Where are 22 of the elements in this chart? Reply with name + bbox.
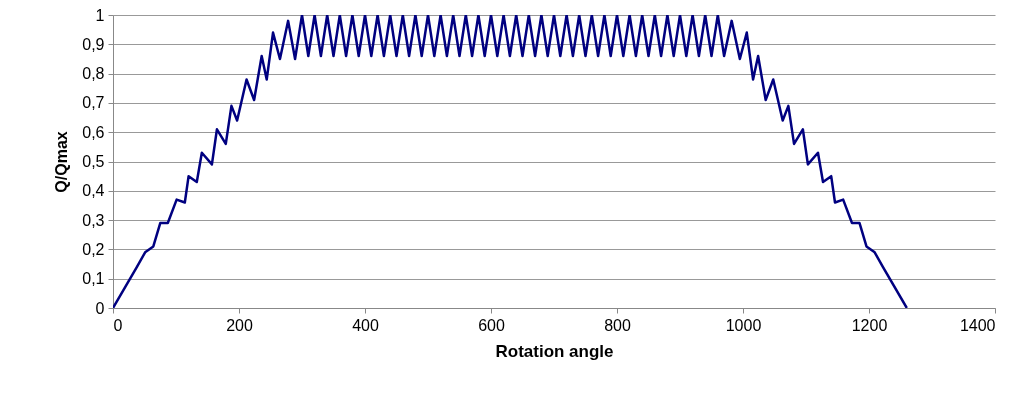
- y-tick-label: 0,8: [82, 65, 105, 83]
- line-series: [113, 15, 909, 308]
- y-axis-title: Q/Qmax: [53, 131, 71, 193]
- y-tick-label: 0,6: [82, 123, 105, 141]
- x-tick-label: 800: [604, 316, 631, 334]
- y-tick-label: 0,7: [82, 94, 105, 112]
- x-tick-label: 1200: [851, 316, 888, 334]
- y-tick-label: 1: [95, 6, 105, 24]
- x-tick-label: 0: [113, 316, 123, 334]
- x-tick-label: 1000: [725, 316, 762, 334]
- x-tick-label: 1400: [959, 316, 996, 334]
- y-tick-label: 0,1: [82, 270, 105, 288]
- y-tick-label: 0,3: [82, 211, 105, 229]
- y-tick-label: 0,5: [82, 153, 105, 170]
- x-tick-label: 600: [478, 316, 505, 334]
- x-tick-label: 200: [226, 316, 253, 334]
- y-tick-label: 0,2: [82, 240, 105, 258]
- y-tick-label: 0: [95, 299, 105, 317]
- x-axis-title: Rotation angle: [495, 341, 614, 361]
- y-tick-label: 0,9: [82, 35, 105, 53]
- x-tick-label: 400: [352, 316, 379, 334]
- y-tick-label: 0,4: [82, 182, 105, 200]
